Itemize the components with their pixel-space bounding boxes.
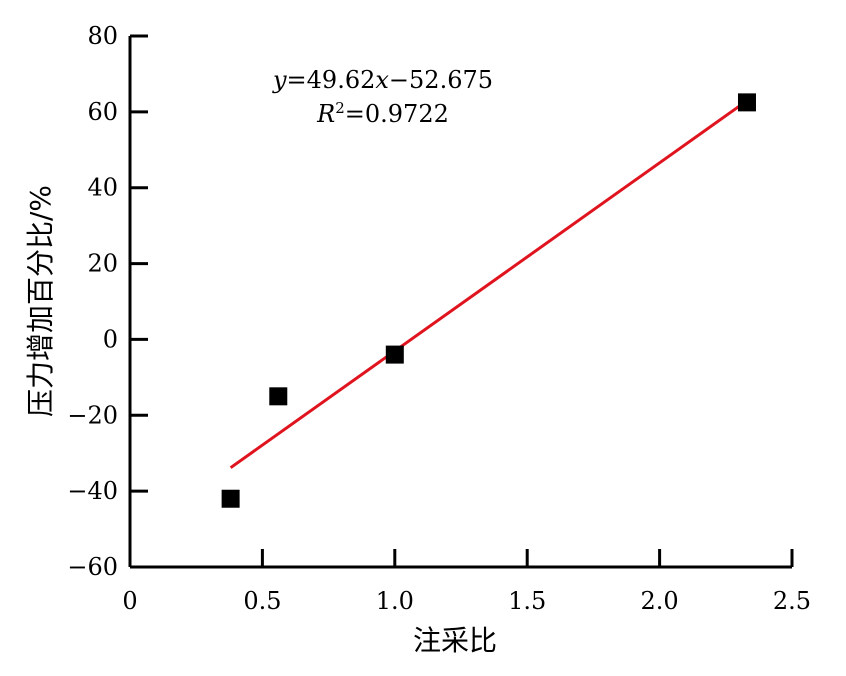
y-tick-label: 20 bbox=[87, 250, 118, 278]
data-point-square bbox=[269, 387, 288, 406]
y-tick-label: 40 bbox=[87, 174, 118, 202]
y-tick-label: 0 bbox=[103, 325, 118, 353]
x-tick-label: 0.5 bbox=[243, 587, 281, 615]
fit-line-group bbox=[229, 99, 748, 469]
y-axis-title: 压力增加百分比/% bbox=[24, 185, 57, 417]
x-tick-label: 2.5 bbox=[773, 587, 811, 615]
x-tick-label: 1.5 bbox=[508, 587, 546, 615]
axes bbox=[128, 36, 792, 569]
x-tick-label: 1.0 bbox=[376, 587, 414, 615]
r-squared-annotation: R2=0.9722 bbox=[316, 99, 449, 128]
x-tick-label: 2.0 bbox=[641, 587, 679, 615]
x-tick-label: 0 bbox=[122, 587, 137, 615]
y-tick-label: −40 bbox=[67, 477, 118, 505]
fit-line bbox=[229, 99, 748, 469]
y-tick-label: 60 bbox=[87, 98, 118, 126]
y-ticks: −60 −40 −20 0 20 40 60 80 bbox=[67, 22, 148, 581]
x-ticks: 0 0.5 1.0 1.5 2.0 2.5 bbox=[122, 549, 811, 615]
y-tick-label: −60 bbox=[67, 553, 118, 581]
data-point-square bbox=[737, 93, 756, 112]
data-point-square bbox=[385, 345, 404, 364]
data-point-square bbox=[221, 489, 240, 508]
equation-annotation: y=49.62x−52.675 bbox=[272, 66, 493, 94]
y-tick-label: −20 bbox=[67, 401, 118, 429]
y-tick-label: 80 bbox=[87, 22, 118, 50]
x-axis-title: 注采比 bbox=[413, 624, 497, 657]
data-points bbox=[221, 93, 756, 508]
